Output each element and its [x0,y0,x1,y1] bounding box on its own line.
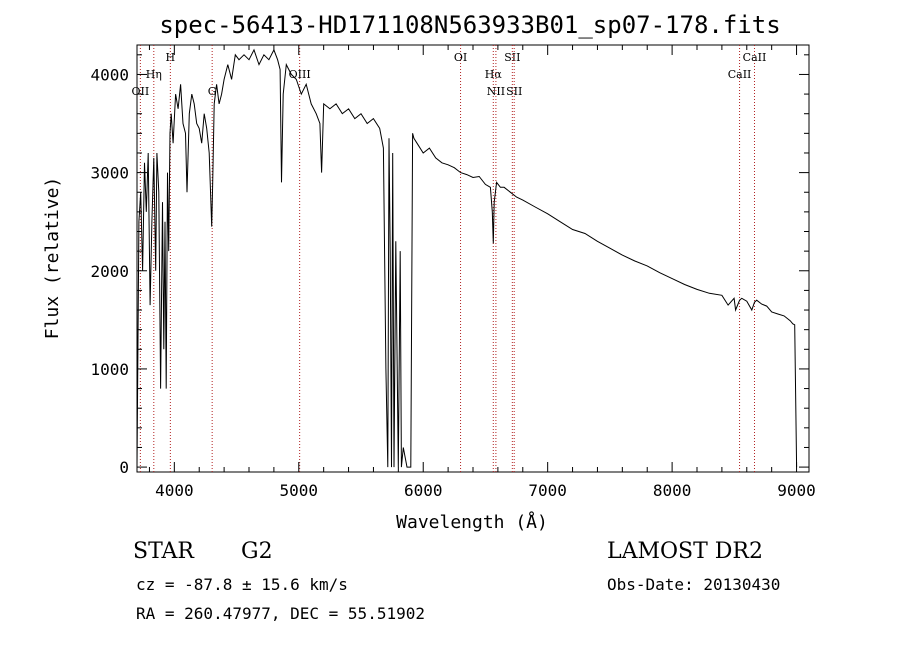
line-marker-label: NII [487,85,505,98]
x-tick-label: 8000 [653,481,692,500]
survey-name: LAMOST DR2 [607,539,763,564]
line-marker-label: OII [132,85,150,98]
redshift-velocity: cz = -87.8 ± 15.6 km/s [136,575,348,594]
x-tick-label: 7000 [528,481,567,500]
line-marker-label: Hα [485,68,503,81]
plot-frame [136,44,810,473]
line-marker-label: OI [454,51,467,64]
y-axis-label: Flux (relative) [42,177,63,340]
x-axis-label: Wavelength (Å) [396,511,548,533]
spectrum-line [136,48,798,468]
line-marker-label: G [208,85,217,98]
y-tick-label: 0 [119,458,129,477]
y-tick-label: 2000 [90,262,129,281]
line-marker-label: CaII [743,51,767,64]
y-tick-label: 3000 [90,164,129,183]
line-marker-label: H [166,51,176,64]
line-marker-label: CaII [728,68,752,81]
observation-date: Obs-Date: 20130430 [607,575,781,594]
sky-coordinates: RA = 260.47977, DEC = 55.51902 [136,604,425,623]
x-tick-label: 9000 [777,481,816,500]
y-tick-label: 4000 [90,65,129,84]
object-type: STAR [133,539,194,564]
line-marker-label: SII [504,51,520,64]
line-marker-label: Hη [146,68,162,81]
chart-title: spec-56413-HD171108N563933B01_sp07-178.f… [159,11,780,39]
x-tick-label: 4000 [155,481,194,500]
axis-ticks: 4000 5000 6000 7000 8000 9000 0 1000 2000 3000 400… [90,45,816,500]
spectral-subclass: G2 [241,539,273,564]
x-tick-label: 6000 [404,481,443,500]
line-marker-label: SII [506,85,522,98]
y-tick-label: 1000 [90,360,129,379]
x-tick-label: 5000 [280,481,319,500]
